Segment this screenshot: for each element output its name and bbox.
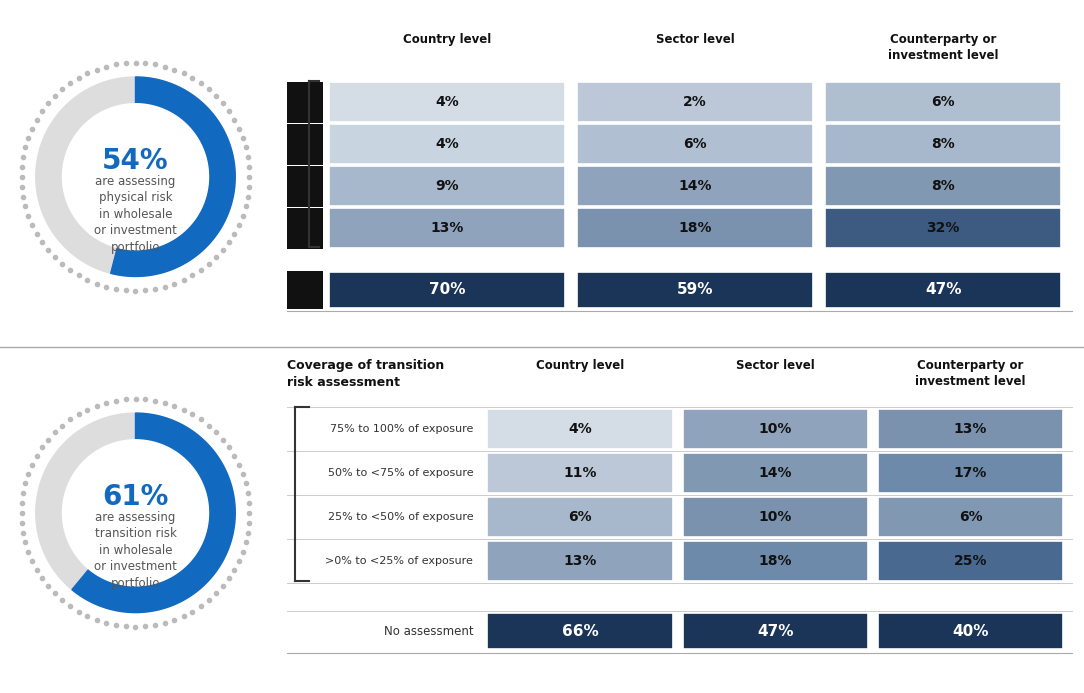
- Text: Sector level: Sector level: [736, 360, 814, 372]
- Text: are assessing: are assessing: [95, 175, 176, 188]
- Text: 17%: 17%: [954, 466, 988, 480]
- Text: in wholesale: in wholesale: [99, 544, 172, 556]
- Text: 6%: 6%: [931, 95, 955, 109]
- Text: transition risk: transition risk: [94, 527, 177, 541]
- Text: 14%: 14%: [759, 466, 792, 480]
- Text: 8%: 8%: [931, 137, 955, 151]
- Text: 11%: 11%: [564, 466, 596, 480]
- Bar: [287, 82, 323, 123]
- Polygon shape: [36, 413, 235, 613]
- Bar: [287, 271, 323, 309]
- Bar: [577, 166, 813, 206]
- Bar: [287, 208, 323, 249]
- Bar: [488, 453, 672, 493]
- Bar: [825, 124, 1061, 164]
- Text: Country level: Country level: [403, 33, 491, 46]
- Text: 18%: 18%: [679, 221, 712, 235]
- Bar: [488, 410, 672, 450]
- Text: 18%: 18%: [759, 554, 792, 568]
- Text: in wholesale: in wholesale: [99, 208, 172, 220]
- Bar: [488, 613, 672, 649]
- Bar: [330, 82, 565, 122]
- Polygon shape: [63, 104, 208, 249]
- Text: Country level: Country level: [535, 360, 624, 372]
- Text: Coverage of transition
risk assessment: Coverage of transition risk assessment: [287, 360, 444, 389]
- Text: 13%: 13%: [430, 221, 464, 235]
- Text: physical risk: physical risk: [99, 191, 172, 204]
- Text: 75% to 100% of exposure: 75% to 100% of exposure: [330, 424, 474, 435]
- Text: 70%: 70%: [429, 282, 465, 297]
- Bar: [878, 498, 1063, 538]
- Bar: [287, 249, 1073, 271]
- Text: portfolio: portfolio: [111, 577, 160, 590]
- Polygon shape: [111, 77, 235, 277]
- Text: 10%: 10%: [759, 423, 792, 437]
- Text: 6%: 6%: [958, 511, 982, 525]
- Bar: [577, 82, 813, 122]
- Text: are assessing: are assessing: [95, 511, 176, 524]
- Text: 9%: 9%: [436, 179, 459, 193]
- Text: 4%: 4%: [436, 95, 460, 109]
- Text: 54%: 54%: [102, 147, 169, 175]
- Bar: [683, 613, 868, 649]
- Bar: [878, 613, 1063, 649]
- Text: portfolio: portfolio: [111, 240, 160, 254]
- Text: 6%: 6%: [683, 137, 707, 151]
- Bar: [683, 453, 868, 493]
- Text: 13%: 13%: [954, 423, 988, 437]
- Bar: [488, 498, 672, 538]
- Text: 4%: 4%: [436, 137, 460, 151]
- Text: 59%: 59%: [678, 282, 713, 297]
- Bar: [878, 410, 1063, 450]
- Text: 50% to <75% of exposure: 50% to <75% of exposure: [327, 468, 474, 478]
- Bar: [330, 166, 565, 206]
- Text: Sector level: Sector level: [656, 33, 735, 46]
- Bar: [683, 498, 868, 538]
- Bar: [577, 272, 813, 308]
- Bar: [330, 208, 565, 248]
- Text: 25% to <50% of exposure: 25% to <50% of exposure: [327, 512, 474, 523]
- Bar: [577, 208, 813, 248]
- Text: 4%: 4%: [568, 423, 592, 437]
- Bar: [878, 541, 1063, 581]
- Text: or investment: or investment: [94, 224, 177, 237]
- Text: 13%: 13%: [564, 554, 596, 568]
- Text: 66%: 66%: [562, 624, 598, 639]
- Bar: [825, 208, 1061, 248]
- Text: 14%: 14%: [679, 179, 712, 193]
- Bar: [330, 124, 565, 164]
- Text: 8%: 8%: [931, 179, 955, 193]
- Bar: [825, 166, 1061, 206]
- Text: 6%: 6%: [568, 511, 592, 525]
- Polygon shape: [63, 440, 208, 586]
- Bar: [683, 410, 868, 450]
- Bar: [577, 124, 813, 164]
- Text: No assessment: No assessment: [384, 625, 474, 638]
- Bar: [488, 541, 672, 581]
- Text: Counterparty or
investment level: Counterparty or investment level: [888, 33, 998, 62]
- Text: 32%: 32%: [927, 221, 959, 235]
- Text: 61%: 61%: [102, 483, 169, 511]
- Polygon shape: [72, 413, 235, 613]
- Bar: [330, 272, 565, 308]
- Text: 10%: 10%: [759, 511, 792, 525]
- Bar: [878, 453, 1063, 493]
- Bar: [825, 272, 1061, 308]
- Text: or investment: or investment: [94, 560, 177, 573]
- Text: 2%: 2%: [683, 95, 707, 109]
- Bar: [825, 82, 1061, 122]
- Text: 47%: 47%: [925, 282, 962, 297]
- Text: 40%: 40%: [952, 624, 989, 639]
- Bar: [287, 166, 323, 207]
- Bar: [683, 541, 868, 581]
- Text: >0% to <25% of exposure: >0% to <25% of exposure: [325, 556, 474, 566]
- Text: 47%: 47%: [757, 624, 793, 639]
- Polygon shape: [36, 77, 235, 277]
- Bar: [287, 124, 323, 165]
- Text: Counterparty or
investment level: Counterparty or investment level: [915, 360, 1025, 389]
- Text: 25%: 25%: [954, 554, 988, 568]
